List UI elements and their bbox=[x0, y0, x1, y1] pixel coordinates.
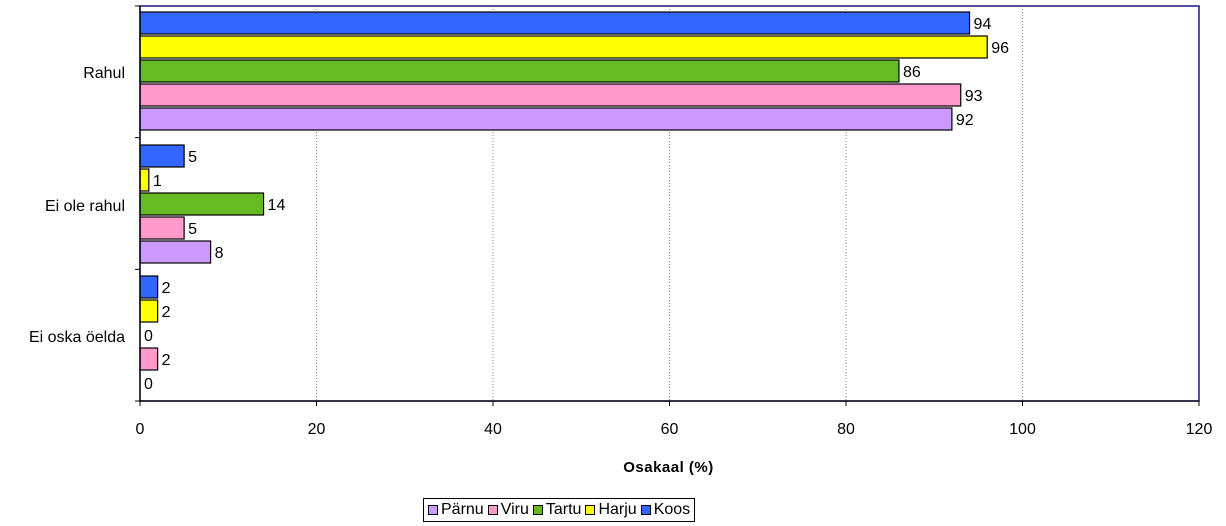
bar bbox=[139, 299, 159, 323]
bar bbox=[139, 275, 159, 299]
bar bbox=[139, 83, 962, 107]
legend-label: Koos bbox=[653, 501, 691, 518]
bar bbox=[139, 240, 212, 264]
legend-item: Harju bbox=[585, 501, 637, 519]
data-label: 0 bbox=[144, 376, 153, 393]
bar bbox=[139, 35, 988, 59]
legend-item: Viru bbox=[487, 501, 529, 519]
data-label: 0 bbox=[144, 328, 153, 345]
x-tick-label: 120 bbox=[1186, 421, 1213, 438]
data-label: 2 bbox=[162, 280, 171, 297]
data-label: 1 bbox=[153, 173, 162, 190]
x-tick-label: 100 bbox=[1009, 421, 1036, 438]
bars bbox=[139, 11, 988, 371]
legend-item: Tartu bbox=[532, 501, 582, 519]
data-label: 2 bbox=[162, 352, 171, 369]
bar bbox=[139, 192, 265, 216]
legend-item: Pärnu bbox=[428, 501, 484, 519]
legend-swatch bbox=[585, 505, 596, 515]
legend: Pärnu Viru Tartu Harju Koos bbox=[423, 498, 696, 522]
x-tick-label: 60 bbox=[661, 421, 679, 438]
data-label: 96 bbox=[991, 40, 1009, 57]
bar bbox=[139, 144, 185, 168]
legend-swatch bbox=[640, 505, 651, 515]
bar bbox=[139, 216, 185, 240]
data-label: 2 bbox=[162, 304, 171, 321]
data-label: 92 bbox=[956, 112, 974, 129]
category-label: Ei ole rahul bbox=[45, 198, 125, 215]
data-label: 5 bbox=[188, 149, 197, 166]
legend-label: Harju bbox=[598, 501, 637, 518]
x-tick-label: 80 bbox=[837, 421, 855, 438]
bar bbox=[139, 59, 900, 83]
legend-swatch bbox=[532, 505, 543, 515]
legend-label: Viru bbox=[500, 501, 529, 518]
legend-item: Koos bbox=[640, 501, 691, 519]
bar bbox=[139, 11, 971, 35]
bar bbox=[139, 168, 150, 192]
data-label: 93 bbox=[965, 88, 983, 105]
data-label: 8 bbox=[215, 245, 224, 262]
bar bbox=[139, 347, 159, 371]
x-tick-label: 0 bbox=[136, 421, 145, 438]
legend-label: Tartu bbox=[545, 501, 582, 518]
data-label: 94 bbox=[974, 16, 992, 33]
legend-swatch bbox=[428, 505, 438, 515]
x-tick-label: 20 bbox=[308, 421, 326, 438]
x-axis-title: Osakaal (%) bbox=[623, 459, 714, 476]
category-label: Ei oska öelda bbox=[29, 329, 125, 346]
data-label: 14 bbox=[268, 197, 286, 214]
bar bbox=[139, 107, 953, 131]
category-label: Rahul bbox=[83, 65, 125, 82]
data-label: 86 bbox=[903, 64, 921, 81]
legend-label: Pärnu bbox=[441, 501, 484, 518]
legend-swatch bbox=[487, 505, 498, 515]
x-tick-label: 40 bbox=[484, 421, 502, 438]
data-label: 5 bbox=[188, 221, 197, 238]
